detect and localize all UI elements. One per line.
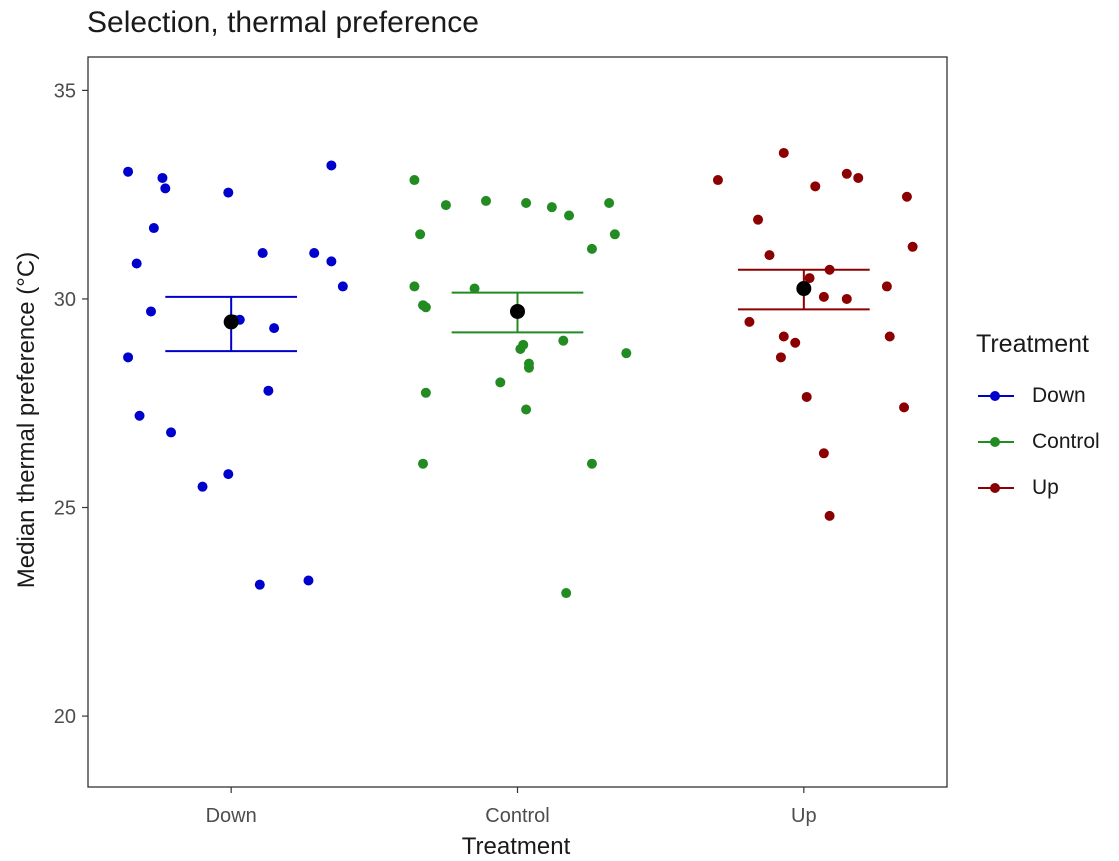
legend-label-down: Down xyxy=(1032,384,1086,407)
data-point-up xyxy=(818,291,829,302)
data-point-down xyxy=(303,575,314,586)
data-point-up xyxy=(901,191,912,202)
data-point-up xyxy=(841,293,852,304)
data-point-control xyxy=(409,175,420,186)
mean-point-control xyxy=(510,303,525,319)
x-tick-label: Control xyxy=(485,805,549,827)
data-point-down xyxy=(160,183,171,194)
data-point-down xyxy=(134,410,145,421)
data-point-down xyxy=(197,481,208,492)
data-point-down xyxy=(326,160,337,171)
data-point-control xyxy=(469,283,480,294)
data-point-down xyxy=(145,306,156,317)
data-point-up xyxy=(841,168,852,179)
legend-key-control xyxy=(976,432,1014,452)
data-point-up xyxy=(778,147,789,158)
data-point-control xyxy=(523,362,534,373)
data-points xyxy=(123,147,918,599)
x-tick-label: Up xyxy=(791,805,817,827)
data-point-up xyxy=(753,214,764,225)
data-point-down xyxy=(309,248,320,259)
legend: Treatment Down Control Up xyxy=(976,330,1100,511)
data-point-down xyxy=(223,187,234,198)
data-point-down xyxy=(337,281,348,292)
legend-key-down xyxy=(976,386,1014,406)
y-tick-label: 25 xyxy=(54,498,76,520)
data-point-up xyxy=(744,316,755,327)
data-point-control xyxy=(621,348,632,359)
data-point-control xyxy=(564,210,575,221)
data-point-up xyxy=(881,281,892,292)
data-point-down xyxy=(223,469,234,480)
data-point-control xyxy=(586,243,597,254)
data-point-control xyxy=(609,229,620,240)
data-point-up xyxy=(907,241,918,252)
data-point-up xyxy=(790,337,801,348)
data-point-down xyxy=(257,248,268,259)
y-tick-label: 35 xyxy=(54,80,76,102)
legend-key-up xyxy=(976,478,1014,498)
data-point-control xyxy=(440,200,451,211)
y-axis-title: Median thermal preference (°C) xyxy=(13,252,40,588)
y-tick-label: 20 xyxy=(54,706,76,728)
mean-point-down xyxy=(223,314,239,330)
data-point-control xyxy=(409,281,420,292)
data-point-up xyxy=(764,250,775,261)
data-point-control xyxy=(420,302,431,313)
data-point-control xyxy=(420,387,431,398)
data-point-down xyxy=(148,223,159,234)
data-point-control xyxy=(481,195,492,206)
data-point-control xyxy=(521,404,532,415)
data-point-control xyxy=(558,335,569,346)
data-point-up xyxy=(899,402,910,413)
data-point-control xyxy=(418,458,429,469)
y-axis: 20 25 30 35 xyxy=(54,80,88,728)
data-point-up xyxy=(804,273,815,284)
data-point-control xyxy=(495,377,506,388)
x-axis: Down Control Up xyxy=(206,787,817,827)
mean-point-up xyxy=(796,281,812,297)
data-point-down xyxy=(326,256,337,267)
data-point-down xyxy=(254,579,265,590)
data-point-up xyxy=(824,510,835,521)
data-point-control xyxy=(546,202,557,213)
data-point-down xyxy=(123,352,134,363)
data-point-up xyxy=(775,352,786,363)
legend-label-up: Up xyxy=(1032,476,1059,499)
data-point-control xyxy=(604,198,615,208)
data-point-up xyxy=(853,172,864,183)
x-tick-label: Down xyxy=(206,805,257,827)
data-point-down xyxy=(166,427,177,438)
data-point-control xyxy=(561,588,572,599)
data-point-down xyxy=(263,385,274,396)
summary-stats xyxy=(165,268,870,353)
x-axis-title: Treatment xyxy=(462,833,571,860)
data-point-down xyxy=(123,166,134,177)
data-point-up xyxy=(778,331,789,342)
data-point-up xyxy=(810,181,821,192)
data-point-down xyxy=(269,323,280,334)
legend-label-control: Control xyxy=(1032,430,1100,453)
data-point-control xyxy=(586,458,597,469)
data-point-up xyxy=(801,391,812,402)
chart-title: Selection, thermal preference xyxy=(87,6,479,39)
plot-panel xyxy=(87,56,948,788)
legend-title: Treatment xyxy=(976,330,1090,358)
data-point-down xyxy=(131,258,142,269)
y-tick-label: 30 xyxy=(54,289,76,311)
legend-item-down: Down xyxy=(976,373,1100,419)
data-point-down xyxy=(157,172,168,183)
data-point-up xyxy=(884,331,895,342)
legend-item-up: Up xyxy=(976,465,1100,511)
data-point-control xyxy=(521,198,532,208)
legend-item-control: Control xyxy=(976,419,1100,465)
data-point-up xyxy=(712,175,723,186)
data-point-up xyxy=(818,448,829,459)
data-point-control xyxy=(415,229,426,240)
data-point-control xyxy=(518,339,529,350)
